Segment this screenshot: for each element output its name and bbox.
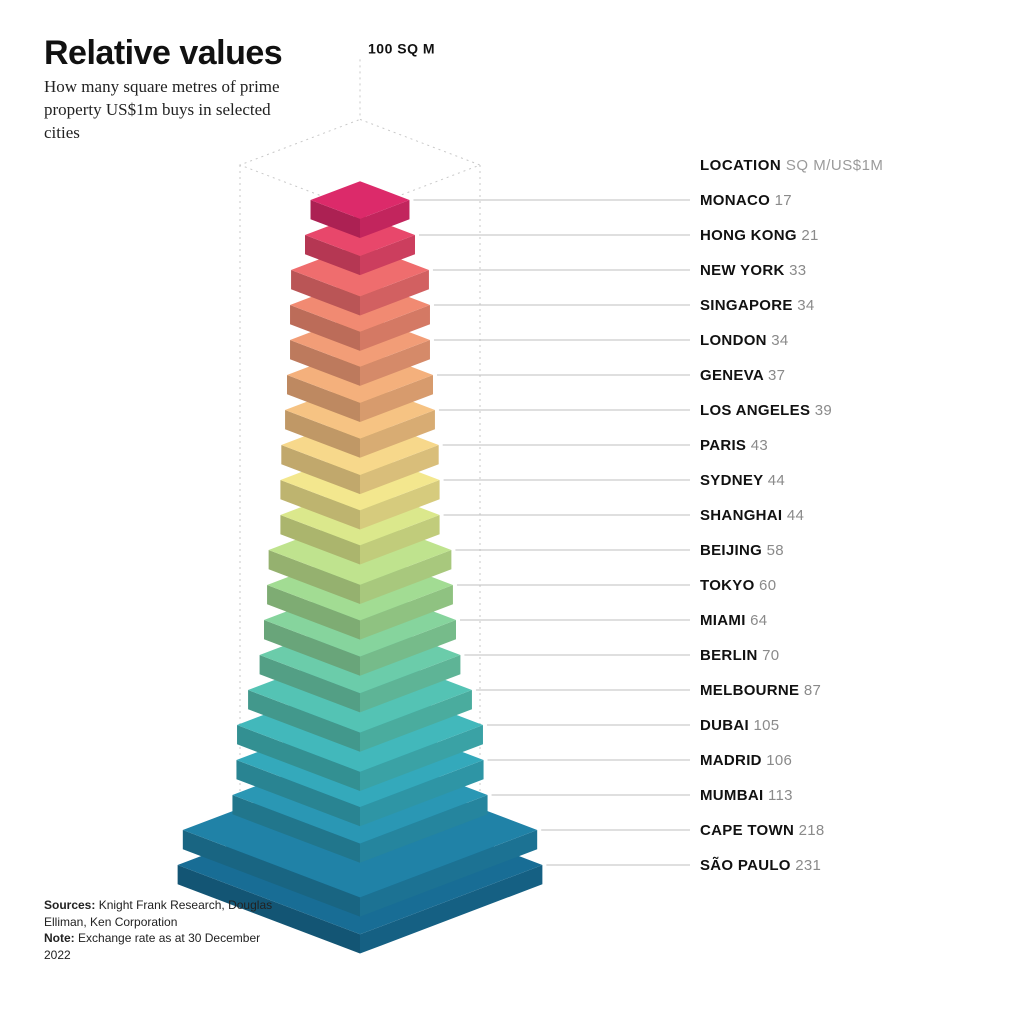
row-label: MADRID 106 [700,752,792,769]
row-label: PARIS 43 [700,437,768,454]
row-label: BERLIN 70 [700,647,779,664]
legend-header: LOCATION SQ M/US$1M [700,157,883,174]
row-label: SHANGHAI 44 [700,507,804,524]
row-label: HONG KONG 21 [700,227,819,244]
note-text: Exchange rate as at 30 December 2022 [44,931,260,962]
row-label: MIAMI 64 [700,612,767,629]
row-label: SÃO PAULO 231 [700,856,821,874]
stacked-diamond-chart: 100 SQ M LOCATION SQ M/US$1M MONACO 17 HONG… [0,0,1024,1024]
row-label: DUBAI 105 [700,717,779,734]
chart-footer: Sources: Knight Frank Research, Douglas … [44,897,284,964]
row-label: GENEVA 37 [700,367,785,384]
row-label: MONACO 17 [700,192,792,209]
sources-label: Sources: [44,898,95,912]
diamonds-group [178,181,543,953]
row-label: CAPE TOWN 218 [700,822,825,839]
row-label: LOS ANGELES 39 [700,402,832,419]
row-label: SINGAPORE 34 [700,297,814,314]
row-label: TOKYO 60 [700,577,776,594]
labels-group: MONACO 17 HONG KONG 21 NEW YORK 33 SINGAPOR… [700,192,832,874]
row-label: SYDNEY 44 [700,472,785,489]
top-marker-label: 100 SQ M [368,40,435,56]
row-label: LONDON 34 [700,332,789,349]
row-label: MUMBAI 113 [700,787,793,804]
row-label: NEW YORK 33 [700,262,806,279]
row-label: BEIJING 58 [700,542,784,559]
note-label: Note: [44,931,75,945]
row-label: MELBOURNE 87 [700,682,821,699]
